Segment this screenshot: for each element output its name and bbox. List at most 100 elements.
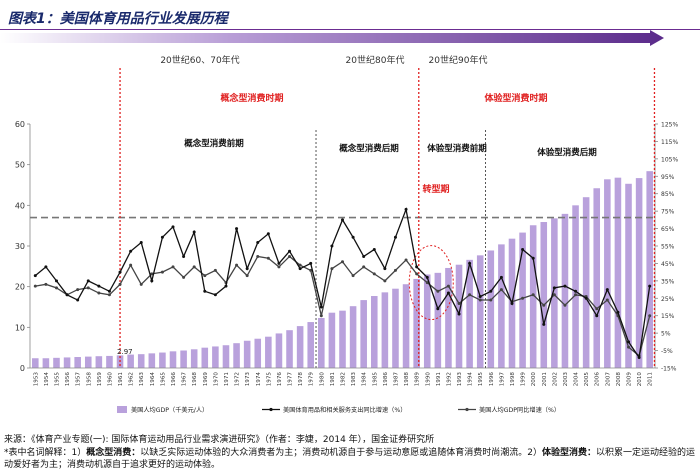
gdp-growth-point — [489, 298, 493, 302]
sports-spending-growth-point — [235, 227, 239, 231]
gdp-growth-point — [499, 288, 503, 292]
bar-2001 — [540, 222, 548, 368]
bar-1993 — [455, 264, 463, 368]
x-tick-label: 1999 — [521, 372, 527, 387]
sports-spending-growth-point — [171, 225, 175, 229]
period-label-concept: 概念型消费时期 — [220, 92, 283, 104]
x-tick-label: 1991 — [436, 372, 442, 387]
bar-1981 — [328, 312, 336, 368]
gdp-growth-point — [383, 279, 387, 283]
gdp-growth-point — [213, 268, 217, 272]
bar-1954 — [42, 358, 50, 368]
sports-spending-growth-point — [404, 207, 408, 211]
sports-spending-growth-point — [203, 289, 207, 293]
sports-spending-growth-point — [468, 261, 472, 265]
x-tick-label: 1978 — [298, 372, 304, 387]
desc-experience: 以积累一定运动经验的运动爱好者为主；消费动机源自于追求更好的运动体验。 — [4, 447, 696, 471]
sports-spending-growth-point — [118, 270, 122, 274]
y-tick-label-left: 0 — [20, 364, 25, 373]
x-tick-label: 1985 — [372, 372, 378, 387]
bar-1974 — [254, 338, 262, 368]
term-experience: 体验型消费： — [541, 447, 596, 458]
gdp-growth-point — [139, 282, 143, 286]
gdp-growth-point — [478, 298, 482, 302]
bar-2002 — [551, 218, 558, 368]
sports-spending-growth-point — [637, 356, 641, 360]
x-tick-label: 1969 — [203, 372, 209, 387]
bar-1956 — [63, 357, 71, 368]
sports-spending-growth-point — [648, 284, 652, 288]
bar-1957 — [74, 357, 81, 368]
gdp-growth-point — [605, 298, 609, 302]
sports-spending-growth-point — [150, 279, 154, 283]
sports-spending-growth-point — [552, 286, 556, 290]
title-rule — [0, 29, 700, 30]
gdp-growth-point — [446, 284, 450, 288]
x-tick-label: 1973 — [245, 372, 251, 387]
sports-spending-growth-point — [351, 235, 355, 239]
x-tick-label: 1982 — [341, 372, 347, 386]
sports-spending-growth-point — [521, 247, 525, 251]
gdp-growth-point — [425, 281, 429, 285]
x-tick-label: 1981 — [330, 372, 336, 387]
note-text: *表中名词解释：1）概念型消费：以缺乏实际运动体验的大众消费者为主；消费动机源自… — [4, 447, 698, 472]
gdp-growth-point — [372, 272, 376, 276]
bar-1966 — [169, 351, 177, 368]
sports-spending-growth-point — [574, 289, 578, 293]
x-tick-label: 2006 — [595, 372, 601, 387]
sports-spending-growth-point — [436, 307, 440, 311]
y-tick-label-left: 60 — [15, 120, 25, 129]
gdp-growth-point — [266, 256, 270, 260]
x-tick-label: 1960 — [107, 372, 113, 387]
gdp-growth-point — [171, 265, 175, 269]
sports-spending-growth-point — [266, 232, 270, 236]
gdp-growth-point — [393, 268, 397, 272]
gdp-growth-point — [118, 282, 122, 286]
y-tick-label-right: 75% — [661, 209, 675, 216]
bar-1995 — [476, 255, 484, 368]
legend-marker-gdp-growth — [465, 407, 469, 412]
gdp-growth-point — [33, 284, 37, 288]
sports-spending-growth-point — [542, 322, 546, 326]
sports-spending-growth-point — [309, 261, 313, 265]
x-tick-label: 2008 — [616, 372, 622, 387]
gdp-growth-point — [362, 265, 366, 269]
sports-spending-growth-point — [86, 279, 90, 283]
gdp-growth-point — [574, 293, 578, 297]
gdp-growth-point — [76, 288, 80, 292]
gdp-growth-point — [330, 267, 334, 271]
sports-spending-growth-point — [627, 340, 631, 344]
bar-1953 — [32, 358, 39, 368]
gdp-growth-point — [235, 263, 239, 267]
bar-1985 — [371, 296, 378, 368]
sports-spending-growth-point — [213, 293, 217, 297]
x-tick-label: 1988 — [404, 372, 410, 387]
sports-spending-growth-point — [563, 284, 567, 288]
x-tick-label: 2007 — [605, 372, 611, 387]
bar-1968 — [190, 349, 198, 368]
sports-spending-growth-point — [76, 298, 80, 302]
bar-1983 — [349, 306, 357, 368]
x-tick-label: 1977 — [288, 372, 294, 387]
gdp-growth-point — [521, 296, 525, 300]
sports-spending-growth-point — [33, 274, 37, 278]
sports-spending-growth-point — [510, 302, 514, 306]
bar-2005 — [582, 197, 590, 368]
bar-1977 — [286, 330, 293, 368]
sports-spending-growth-point — [383, 267, 387, 271]
gdp-growth-point — [150, 272, 154, 276]
legend-swatch-gdp — [117, 406, 127, 413]
bar-2008 — [614, 177, 622, 368]
gdp-growth-point — [298, 263, 302, 267]
y-tick-label-right: 35% — [661, 278, 675, 285]
gdp-growth-point — [54, 286, 58, 290]
sports-spending-growth-point — [341, 218, 344, 222]
y-tick-label-right: 65% — [661, 226, 675, 233]
x-tick-label: 1966 — [171, 372, 177, 387]
x-tick-label: 1959 — [97, 372, 103, 387]
gdp-growth-point — [97, 291, 101, 295]
bar-1990 — [423, 274, 431, 368]
x-tick-label: 1980 — [319, 372, 325, 387]
era-label-60s-70s: 20世纪60、70年代 — [160, 54, 239, 66]
y-tick-label-left: 50 — [15, 161, 25, 170]
